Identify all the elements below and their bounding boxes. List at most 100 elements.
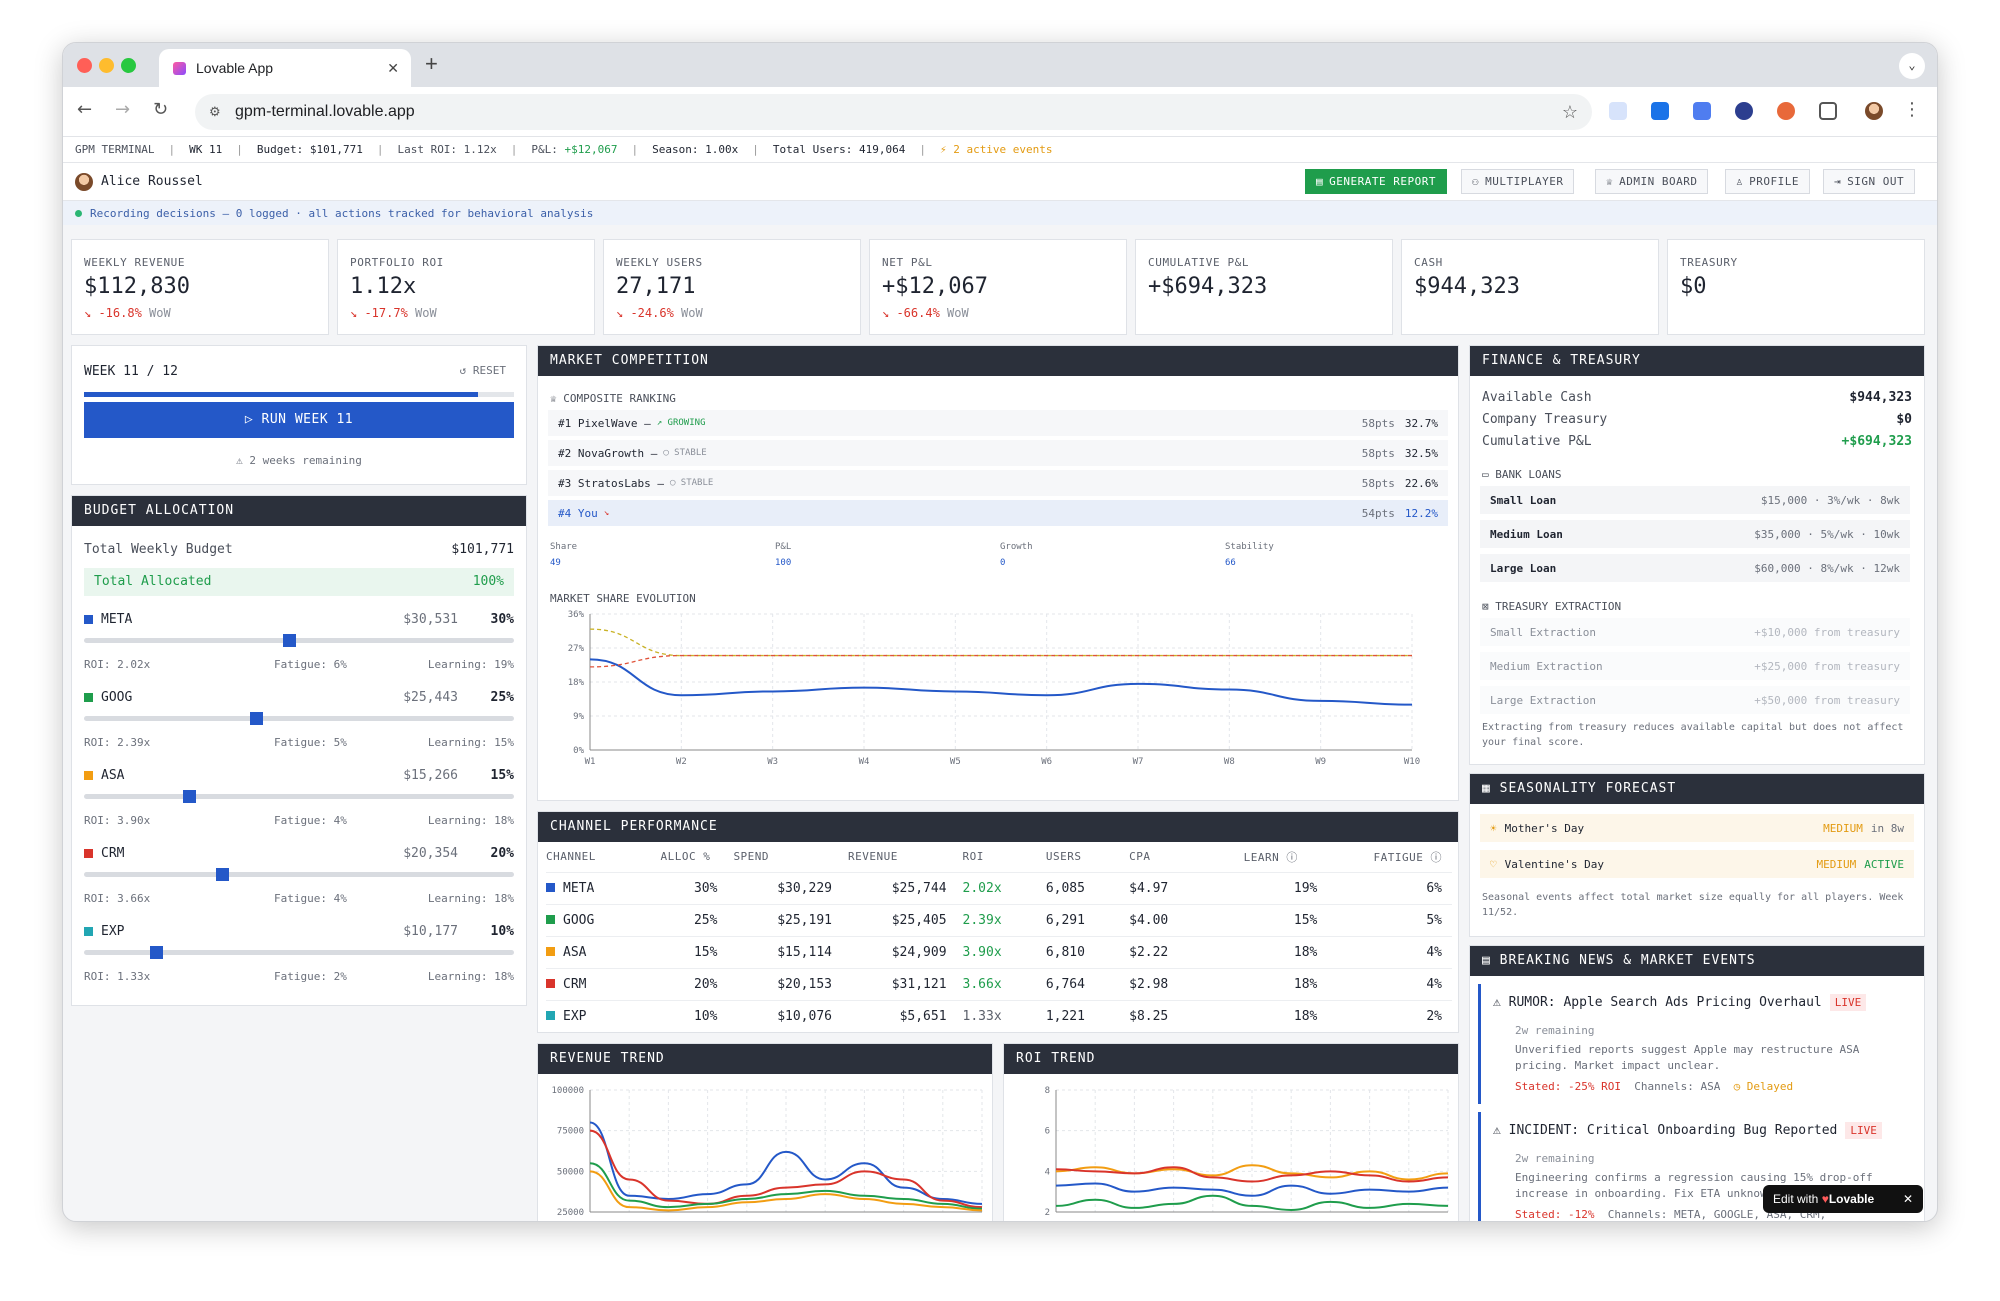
cpa-cell: $4.00 — [1129, 903, 1244, 936]
allocation-slider-track[interactable] — [84, 950, 514, 955]
loan-option[interactable]: Medium Loan $35,000 · 5%/wk · 10wk — [1480, 520, 1910, 548]
kpi-delta: ↘ -17.7% — [350, 306, 408, 320]
channel-cell: ASA — [546, 935, 661, 968]
site-settings-icon[interactable]: ⚙ — [209, 104, 221, 119]
y-tick-label: 36% — [568, 610, 585, 620]
x-tick-label: W3 — [767, 757, 778, 767]
forward-arrow-icon[interactable]: → — [115, 99, 131, 120]
season-event-row: ☀ Mother's Day MEDIUM in 8w — [1480, 814, 1914, 842]
multiplayer-button[interactable]: ⚇ MULTIPLAYER — [1461, 169, 1575, 194]
allocation-slider-handle[interactable] — [150, 946, 163, 959]
finance-line: Available Cash $944,323 — [1482, 390, 1912, 405]
channel-name: EXP — [563, 1008, 587, 1024]
sign-out-label: SIGN OUT — [1847, 175, 1905, 188]
table-row: EXP 10% $10,076 $5,651 1.33x 1,221 $8.25 18% 2% — [546, 999, 1452, 1032]
maximize-window-button[interactable] — [121, 58, 136, 73]
edit-with-lovable-badge[interactable]: Edit with ♥ Lovable ✕ — [1763, 1185, 1923, 1213]
bank-icon: ▭ — [1482, 468, 1489, 481]
table-header-row: CHANNEL ALLOC % SPEND REVENUE ROI USERS CPA LEA… — [546, 842, 1452, 872]
user-bar: Alice Roussel ▤ GENERATE REPORT ⚇ MULTIPLA… — [63, 163, 1937, 201]
news-item[interactable]: ⚠ RUMOR: Apple Search Ads Pricing Overha… — [1478, 984, 1908, 1104]
new-tab-button[interactable]: + — [425, 51, 438, 76]
browser-menu-icon[interactable]: ⋮ — [1903, 99, 1921, 120]
loan-name: Large Loan — [1490, 561, 1557, 575]
sign-out-button[interactable]: ⇥ SIGN OUT — [1823, 169, 1916, 194]
loan-option[interactable]: Large Loan $60,000 · 8%/wk · 12wk — [1480, 554, 1910, 582]
back-arrow-icon[interactable]: ← — [77, 99, 93, 120]
finance-value: $0 — [1896, 412, 1912, 427]
reload-icon[interactable]: ↻ — [153, 99, 169, 120]
column-header: ALLOC % — [660, 850, 711, 864]
users-cell: 6,764 — [1045, 967, 1130, 1000]
ranking-points: 58pts — [1361, 476, 1395, 490]
channel-color-swatch — [546, 1010, 555, 1020]
bookmark-star-icon[interactable]: ☆ — [1561, 102, 1578, 122]
loan-name: Small Loan — [1490, 493, 1557, 507]
extensions-puzzle-icon[interactable] — [1819, 102, 1837, 120]
extraction-option[interactable]: Large Extraction +$50,000 from treasury — [1480, 686, 1910, 714]
week-progress-fill — [84, 392, 479, 397]
kpi-value: $112,830 — [84, 274, 190, 299]
extension-spark-icon[interactable] — [1777, 102, 1795, 120]
allocation-slider-track[interactable] — [84, 638, 514, 643]
allocation-slider-handle[interactable] — [183, 790, 196, 803]
roi-trend-title: ROI TREND — [1004, 1044, 1458, 1074]
column-header: FATIGUE ⓘ — [1373, 850, 1442, 864]
channel-name: ASA — [101, 768, 125, 783]
finance-value: +$694,323 — [1841, 434, 1912, 449]
news-body: Unverified reports suggest Apple may res… — [1515, 1043, 1860, 1072]
extension-globe-icon[interactable] — [1735, 102, 1753, 120]
ranking-trend: ◯ STABLE — [663, 448, 707, 458]
allocation-slider-handle[interactable] — [216, 868, 229, 881]
tab-title: Lovable App — [196, 60, 274, 76]
allocation-slider-track[interactable] — [84, 872, 514, 877]
close-window-button[interactable] — [77, 58, 92, 73]
reset-button[interactable]: ↺ RESET — [460, 364, 506, 377]
extension-shield-icon[interactable] — [1651, 102, 1669, 120]
loan-option[interactable]: Small Loan $15,000 · 3%/wk · 8wk — [1480, 486, 1910, 514]
channel-cell: META — [546, 871, 661, 904]
channel-cell: CRM — [546, 967, 661, 1000]
total-budget-label: Total Weekly Budget — [84, 542, 233, 557]
x-tick-label: W8 — [1224, 757, 1235, 767]
channel-name-row: META — [84, 612, 132, 627]
news-stated: Stated: -25% ROI — [1515, 1080, 1621, 1093]
active-events-label[interactable]: ⚡ 2 active events — [939, 143, 1053, 156]
channel-fatigue: Fatigue: 5% — [274, 736, 347, 749]
season-event-level: MEDIUM — [1823, 821, 1863, 835]
close-tab-icon[interactable]: ✕ — [387, 60, 399, 76]
news-headline: INCIDENT: Critical Onboarding Bug Report… — [1508, 1123, 1838, 1138]
warning-icon: ⚠ — [1493, 995, 1501, 1010]
report-icon: ▤ — [1316, 175, 1324, 188]
extraction-name: Small Extraction — [1490, 625, 1596, 639]
lovable-close-icon[interactable]: ✕ — [1902, 1192, 1913, 1206]
allocation-slider-handle[interactable] — [250, 712, 263, 725]
generate-report-button[interactable]: ▤ GENERATE REPORT — [1305, 169, 1447, 194]
minimize-window-button[interactable] — [99, 58, 114, 73]
channel-name: META — [563, 880, 595, 896]
kpi-suffix: WoW — [681, 306, 703, 320]
extension-tag-icon[interactable] — [1693, 102, 1711, 120]
x-tick-label: W9 — [1315, 757, 1326, 767]
run-week-button[interactable]: ▷ RUN WEEK 11 — [84, 402, 514, 438]
finance-title: FINANCE & TREASURY — [1470, 346, 1924, 376]
ranking-row: #1 PixelWave — ↗ GROWING 58pts 32.7% — [548, 410, 1448, 436]
allocation-slider-track[interactable] — [84, 716, 514, 721]
week-title: WEEK 11 / 12 — [84, 364, 178, 379]
column-header: REVENUE — [847, 850, 898, 864]
tab-search-chevron-icon[interactable]: ⌄ — [1899, 53, 1925, 79]
profile-avatar-icon[interactable] — [1865, 102, 1883, 120]
profile-button[interactable]: ♙ PROFILE — [1725, 169, 1810, 194]
extraction-option[interactable]: Small Extraction +$10,000 from treasury — [1480, 618, 1910, 646]
admin-board-button[interactable]: ♕ ADMIN BOARD — [1595, 169, 1709, 194]
extraction-option[interactable]: Medium Extraction +$25,000 from treasury — [1480, 652, 1910, 680]
allocation-slider-handle[interactable] — [283, 634, 296, 647]
kpi-suffix: WoW — [149, 306, 171, 320]
budget-label: Budget: $101,771 — [256, 143, 363, 156]
browser-tab[interactable]: Lovable App ✕ — [159, 49, 411, 87]
url-input[interactable]: ⚙ gpm-terminal.lovable.app ☆ — [195, 94, 1592, 130]
table-row: ASA 15% $15,114 $24,909 3.90x 6,810 $2.22 18% 4% — [546, 935, 1452, 968]
allocation-slider-track[interactable] — [84, 794, 514, 799]
extension-radio-icon[interactable] — [1609, 102, 1627, 120]
roi-cell: 1.33x — [962, 999, 1046, 1032]
